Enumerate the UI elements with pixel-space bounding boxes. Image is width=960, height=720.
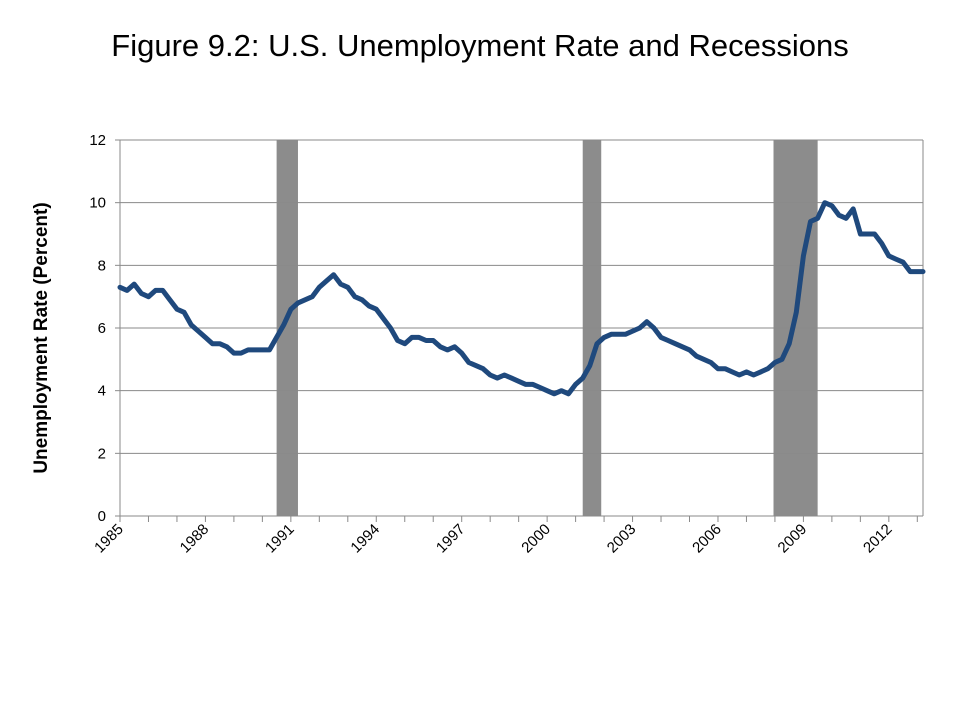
y-tick-label: 6 bbox=[98, 320, 106, 337]
gridlines bbox=[120, 139, 923, 454]
y-tick-label: 10 bbox=[89, 195, 106, 212]
x-tick-label: 1988 bbox=[177, 521, 213, 557]
y-axis-label: Unemployment Rate (Percent) bbox=[31, 202, 52, 473]
x-tick-label: 1991 bbox=[262, 521, 298, 557]
y-tick-label: 2 bbox=[98, 445, 106, 462]
x-tick-label: 2012 bbox=[860, 521, 896, 557]
chart-title: Figure 9.2: U.S. Unemployment Rate and R… bbox=[111, 28, 849, 63]
x-tick-labels: 1985 1988 1991 1994 1997 2000 2003 2006 2009 2012 bbox=[91, 521, 895, 557]
axes bbox=[115, 139, 924, 522]
x-tick-label: 2000 bbox=[518, 521, 554, 557]
series-lines bbox=[117, 200, 926, 397]
y-tick-labels: 0 2 4 6 8 10 12 bbox=[89, 132, 106, 525]
x-tick-label: 2006 bbox=[689, 521, 725, 557]
x-tick-label: 2009 bbox=[775, 521, 811, 557]
y-tick-label: 8 bbox=[98, 257, 106, 274]
x-tick-label: 1985 bbox=[91, 521, 127, 557]
y-tick-label: 0 bbox=[98, 508, 106, 525]
y-tick-label: 12 bbox=[89, 132, 106, 149]
x-tick-label: 1997 bbox=[433, 521, 469, 557]
unemployment-rate-line bbox=[117, 200, 926, 397]
x-tick-label: 1994 bbox=[347, 521, 383, 557]
x-tick-label: 2003 bbox=[604, 521, 640, 557]
y-tick-label: 4 bbox=[98, 383, 106, 400]
